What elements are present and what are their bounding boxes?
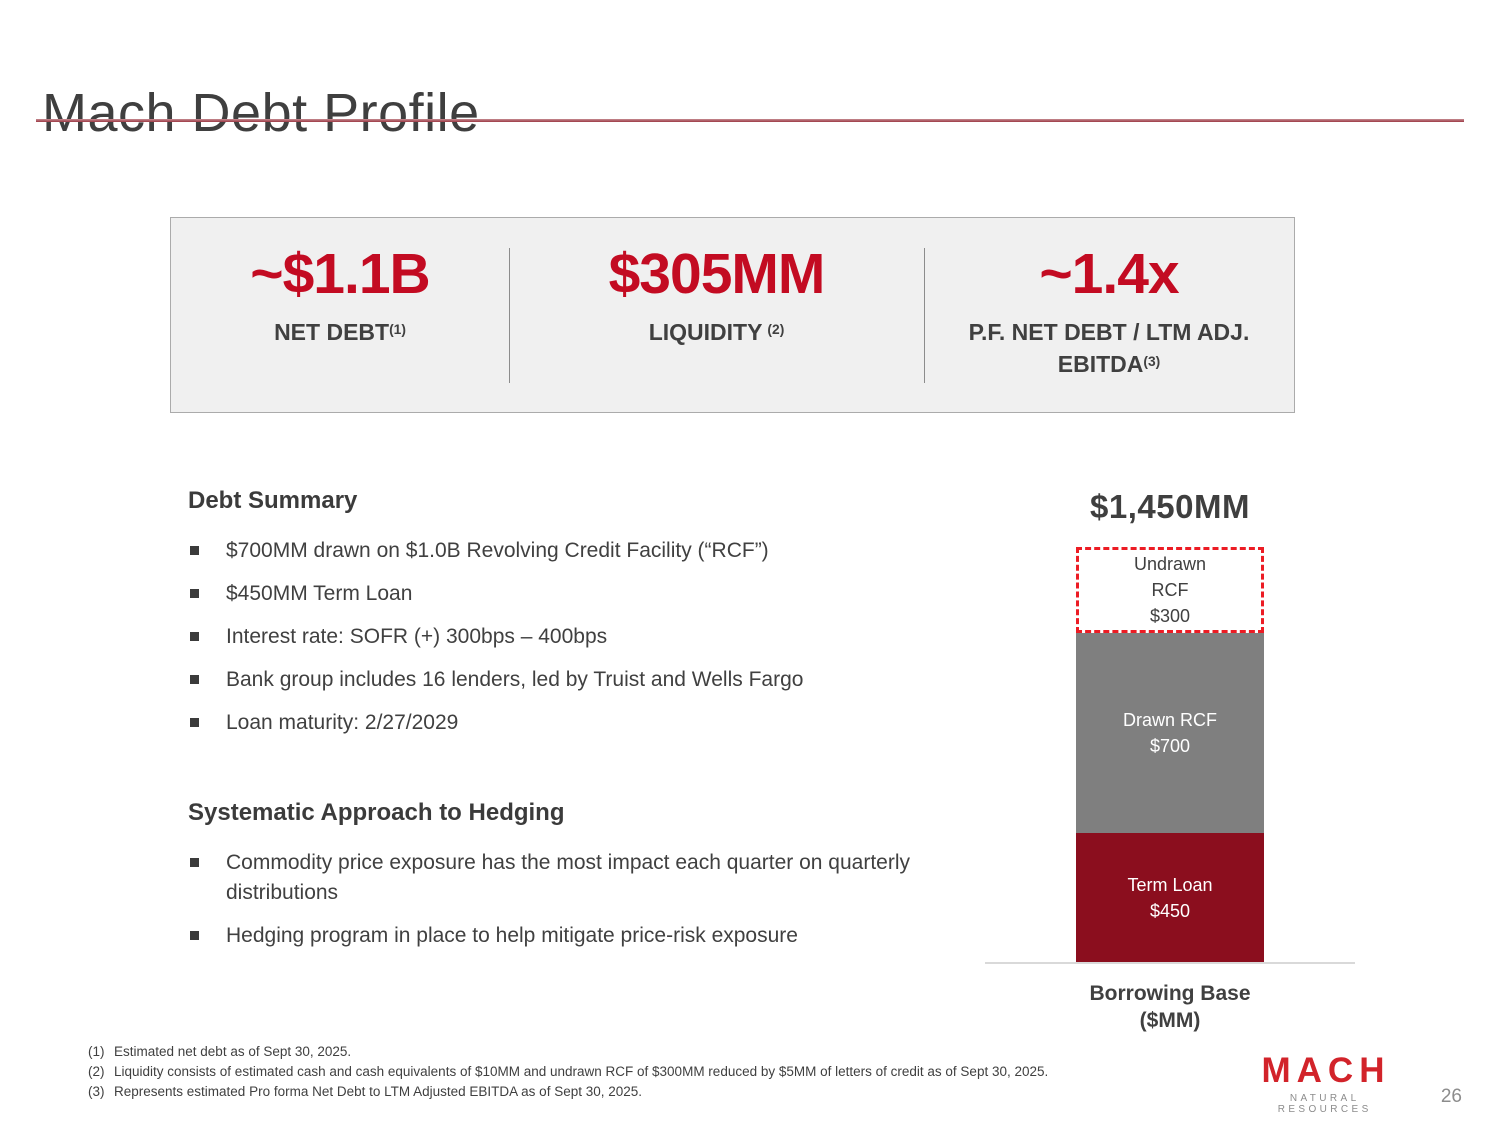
bullet-icon	[190, 718, 199, 727]
hedging-list: Commodity price exposure has the most im…	[188, 848, 928, 951]
footnote-ref-2: (2)	[767, 321, 785, 337]
net-debt-label: NET DEBT(1)	[274, 319, 406, 345]
stat-liquidity: $305MM LIQUIDITY (2)	[509, 218, 924, 412]
footnote: (1) Estimated net debt as of Sept 30, 20…	[88, 1044, 352, 1059]
page-number: 26	[1440, 1086, 1462, 1107]
left-content: Debt Summary $700MM drawn on $1.0B Revol…	[188, 486, 928, 964]
stat-divider	[924, 248, 925, 383]
stat-leverage: ~1.4x P.F. NET DEBT / LTM ADJ. EBITDA(3)	[924, 218, 1294, 412]
footnote: (2) Liquidity consists of estimated cash…	[88, 1064, 1049, 1079]
x-axis-line	[985, 962, 1355, 964]
list-item: Commodity price exposure has the most im…	[188, 848, 918, 908]
chart-total-label: $1,450MM	[1090, 488, 1250, 525]
bullet-icon	[190, 858, 199, 867]
bar-segment-undrawn-rcf: Undrawn RCF $300	[1076, 547, 1264, 633]
borrowing-base-chart: $1,450MM Undrawn RCF $300 Drawn RCF $700…	[985, 485, 1355, 1034]
bar-segment-term-loan: Term Loan $450	[1076, 833, 1264, 962]
page-title: Mach Debt Profile	[42, 83, 480, 144]
list-item: Interest rate: SOFR (+) 300bps – 400bps	[188, 622, 918, 652]
footnote-ref-3: (3)	[1143, 353, 1161, 369]
debt-summary-list: $700MM drawn on $1.0B Revolving Credit F…	[188, 536, 928, 738]
bullet-icon	[190, 931, 199, 940]
leverage-label: P.F. NET DEBT / LTM ADJ. EBITDA(3)	[968, 319, 1250, 377]
list-item: Bank group includes 16 lenders, led by T…	[188, 665, 918, 695]
hedging-heading: Systematic Approach to Hedging	[188, 799, 565, 826]
debt-stats-box: ~$1.1B NET DEBT(1) $305MM LIQUIDITY (2) ~…	[170, 217, 1295, 413]
bullet-icon	[190, 589, 199, 598]
list-item: $450MM Term Loan	[188, 579, 918, 609]
mach-logo: MACH NATURAL RESOURCES	[1248, 1052, 1398, 1116]
x-axis-label: Borrowing Base ($MM)	[1089, 982, 1251, 1032]
mach-logo-tagline: NATURAL RESOURCES	[1277, 1093, 1372, 1115]
list-item: $700MM drawn on $1.0B Revolving Credit F…	[188, 536, 918, 566]
liquidity-value: $305MM	[608, 242, 826, 306]
bullet-icon	[190, 546, 199, 555]
list-item: Loan maturity: 2/27/2029	[188, 708, 918, 738]
mach-logo-wordmark: MACH	[1261, 1051, 1391, 1090]
debt-summary-heading: Debt Summary	[188, 487, 358, 514]
stat-divider	[509, 248, 510, 383]
footnote: (3) Represents estimated Pro forma Net D…	[88, 1084, 643, 1099]
stacked-bar: Undrawn RCF $300 Drawn RCF $700 Term Loa…	[1076, 547, 1264, 962]
leverage-value: ~1.4x	[1039, 242, 1179, 306]
bullet-icon	[190, 632, 199, 641]
net-debt-value: ~$1.1B	[250, 242, 430, 306]
title-underline	[36, 119, 1464, 122]
liquidity-label: LIQUIDITY (2)	[648, 319, 785, 345]
bullet-icon	[190, 675, 199, 684]
bar-segment-drawn-rcf: Drawn RCF $700	[1076, 633, 1264, 833]
footnote-ref-1: (1)	[389, 321, 406, 337]
stat-net-debt: ~$1.1B NET DEBT(1)	[171, 218, 509, 412]
footnotes: (1) Estimated net debt as of Sept 30, 20…	[88, 1042, 1198, 1102]
list-item: Hedging program in place to help mitigat…	[188, 921, 918, 951]
